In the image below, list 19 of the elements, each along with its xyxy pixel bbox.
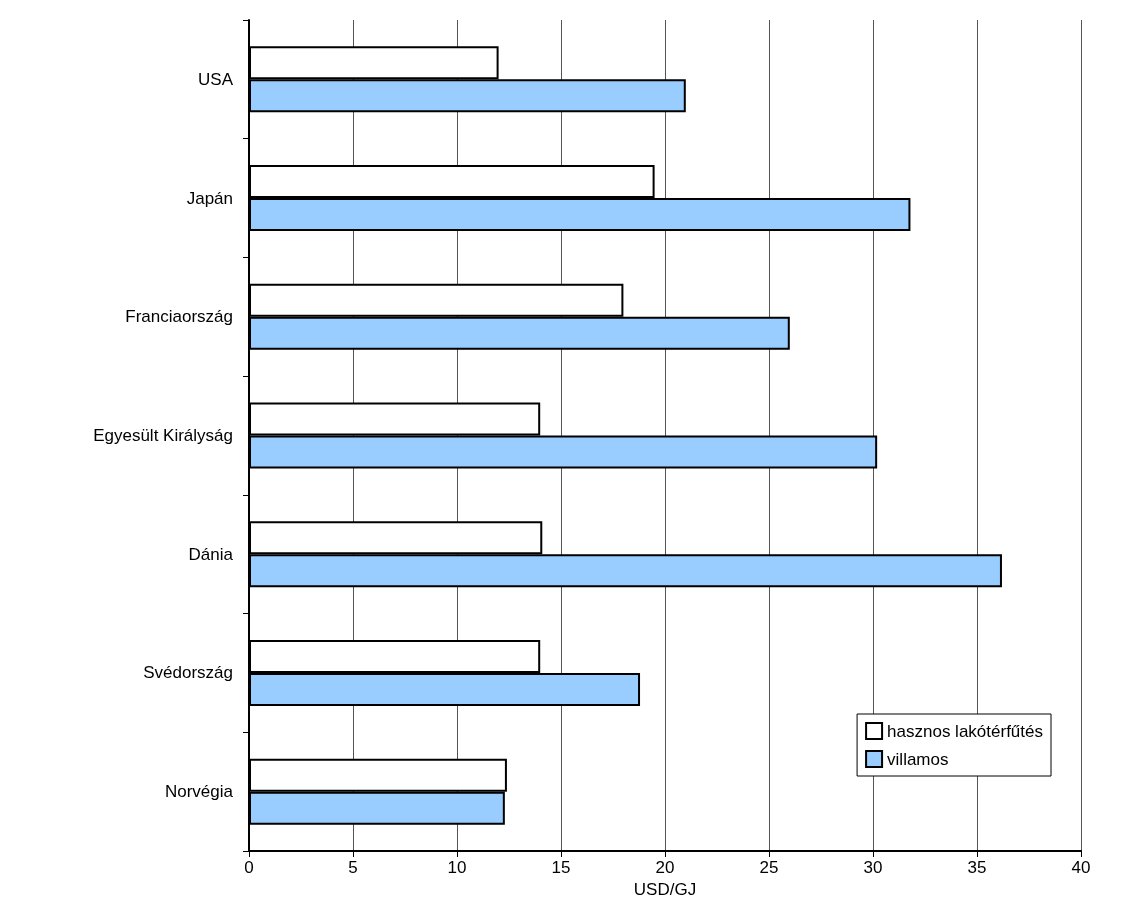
x-tick-label: 10 [447,858,467,877]
x-tick-label: 5 [348,858,358,877]
x-axis-title: USD/GJ [633,879,697,899]
x-tick-label: 15 [551,858,571,877]
legend-label: hasznos lakótérfűtés [887,721,1043,741]
x-tick-label: 25 [759,858,779,877]
legend-label: villamos [887,749,949,769]
x-tick-label: 30 [863,858,883,877]
x-tick-label: 40 [1071,858,1091,877]
x-tick-label: 20 [655,858,675,877]
x-tick-label: 0 [244,858,254,877]
y-tick-label: Egyesült Királyság [93,426,233,445]
y-tick-label: Svédország [143,663,233,683]
x-tick-label: 35 [967,858,987,877]
y-tick-label: Norvégia [164,782,234,802]
y-tick-label: Dánia [188,544,234,564]
y-tick-label: Japán [186,188,233,208]
y-tick-label: USA [198,69,234,89]
y-tick-label: Franciaország [125,307,233,327]
